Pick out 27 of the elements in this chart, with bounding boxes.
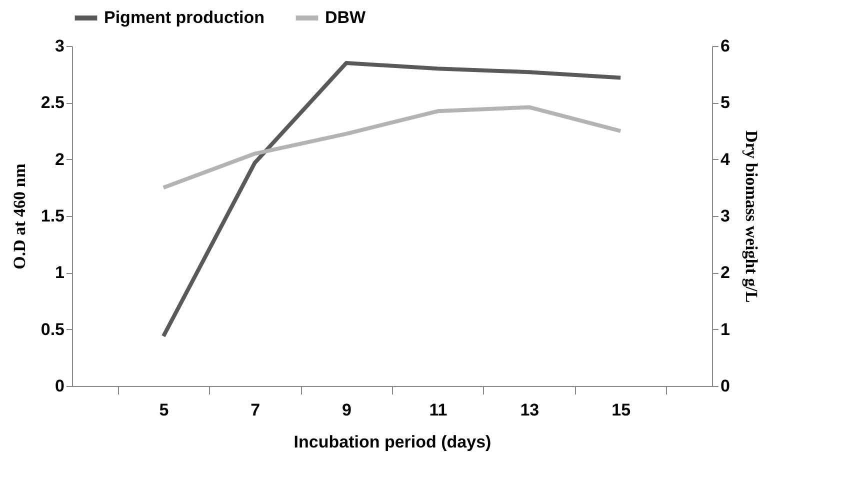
x-tick-label: 9 — [342, 400, 352, 420]
y2-tick-label: 1 — [720, 320, 730, 339]
y2-axis-title: Dry biomass weight g/L — [742, 130, 761, 303]
x-tick-label: 7 — [250, 400, 260, 420]
y2-tick-label: 0 — [720, 376, 730, 396]
y-tick-label: 2.5 — [40, 93, 64, 112]
y-tick-label: 1 — [55, 263, 64, 282]
y-tick-label: 2 — [55, 150, 64, 169]
legend-label: DBW — [325, 8, 367, 27]
y2-tick-label: 6 — [720, 36, 730, 56]
y2-tick-label: 5 — [720, 93, 730, 112]
line-series — [161, 61, 623, 338]
y-tick-label: 0 — [55, 376, 64, 396]
line-series — [161, 105, 623, 190]
y-tick-label: 3 — [55, 36, 64, 56]
legend-label: Pigment production — [104, 8, 265, 27]
x-tick-label: 15 — [612, 400, 631, 420]
x-tick-label: 11 — [429, 400, 448, 420]
x-tick-label: 13 — [520, 400, 540, 420]
y-tick-label: 1.5 — [40, 206, 64, 226]
x-axis-title: Incubation period (days) — [294, 432, 492, 452]
y-axis-title: O.D at 460 nm — [10, 164, 29, 270]
y2-tick-label: 4 — [720, 150, 730, 169]
y2-tick-label: 2 — [720, 263, 730, 282]
y-tick-label: 0.5 — [40, 320, 64, 339]
x-tick-label: 5 — [159, 400, 169, 420]
y2-tick-label: 3 — [720, 206, 730, 226]
